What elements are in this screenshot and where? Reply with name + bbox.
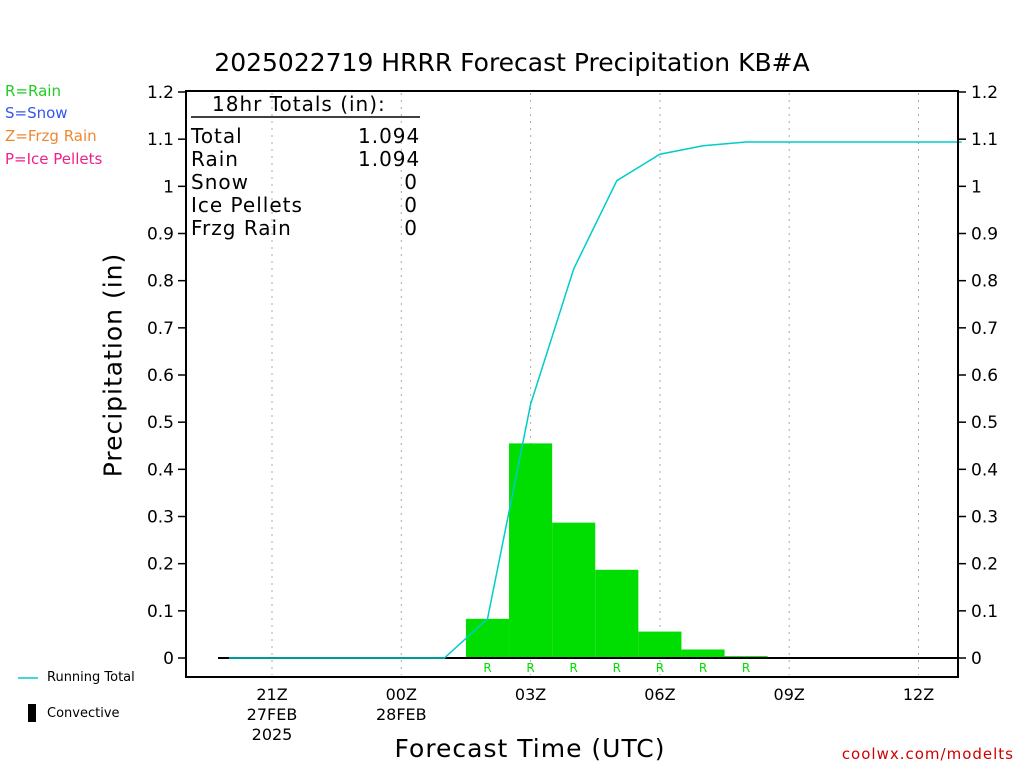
bar-type-label: R [570,661,578,675]
credit-link[interactable]: coolwx.com/modelts [841,745,1014,763]
bar-type-label: R [613,661,621,675]
totals-row-value: 0 [404,170,418,194]
totals-row-value: 0 [404,193,418,217]
legend-ice-pellets: P=Ice Pellets [5,150,103,168]
bar [595,569,639,658]
x-axis-label: Forecast Time (UTC) [394,734,666,763]
totals-row-label: Total [191,124,243,148]
x-tick-label: 00Z [386,685,417,704]
bar-type-label: R [656,661,664,675]
plot-border [185,90,959,678]
convective-swatch [28,704,36,722]
y-tick-label-right: 0.3 [971,508,998,528]
y-tick-label-right: 0.7 [971,319,998,339]
x-tick-label: 21Z [256,685,287,704]
y-tick-label-right: 0 [971,649,982,669]
x-tick-label: 12Z [903,685,934,704]
bar-type-label: R [699,661,707,675]
bar-type-label: R [526,661,534,675]
bar [638,631,682,658]
bar-type-label: R [742,661,750,675]
y-tick-label-right: 0.8 [971,272,998,292]
x-tick-year: 2025 [252,725,293,744]
y-tick-label-left: 0.7 [147,319,174,339]
y-tick-label-right: 0.1 [971,602,998,622]
legend-rain: R=Rain [5,82,61,100]
y-tick-label-left: 0.9 [147,225,174,245]
y-tick-label-right: 1.2 [971,83,998,103]
x-tick-label: 06Z [644,685,675,704]
totals-row-label: Ice Pellets [191,193,303,217]
legend-running-total: Running Total [47,670,135,685]
y-tick-label-left: 0.5 [147,413,174,433]
y-tick-label-left: 0.2 [147,555,174,575]
totals-row-label: Snow [191,170,249,194]
totals-row-value: 0 [404,216,418,240]
y-tick-label-right: 0.4 [971,460,998,480]
legend-convective: Convective [47,706,120,721]
x-tick-date: 28FEB [376,705,427,724]
running-total-line [228,141,962,659]
y-axis-label: Precipitation (in) [98,252,128,478]
y-tick-label-right: 0.2 [971,555,998,575]
x-tick-label: 03Z [515,685,546,704]
x-tick-date: 27FEB [247,705,298,724]
y-tick-label-right: 0.5 [971,413,998,433]
y-tick-label-left: 0.3 [147,508,174,528]
y-tick-label-right: 1.1 [971,130,998,150]
y-tick-label-right: 0.6 [971,366,998,386]
bar [552,522,596,658]
totals-row-value: 1.094 [358,147,421,171]
y-tick-label-right: 0.9 [971,225,998,245]
y-tick-label-left: 0.6 [147,366,174,386]
totals-row-label: Rain [191,147,239,171]
totals-row-value: 1.094 [358,124,421,148]
y-tick-label-left: 1.1 [147,130,174,150]
y-tick-label-left: 0.8 [147,272,174,292]
y-tick-label-right: 1 [971,177,982,197]
bar-type-label: R [483,661,491,675]
x-tick-label: 09Z [774,685,805,704]
y-tick-label-left: 1.2 [147,83,174,103]
legend-snow: S=Snow [5,104,68,122]
chart-title: 2025022719 HRRR Forecast Precipitation K… [214,48,810,77]
totals-title: 18hr Totals (in): [212,92,386,116]
bar [681,649,725,658]
y-tick-label-left: 0.4 [147,460,174,480]
legend-frzg-rain: Z=Frzg Rain [5,127,97,145]
y-tick-label-left: 0.1 [147,602,174,622]
y-tick-label-left: 0 [163,649,174,669]
y-tick-label-left: 1 [163,177,174,197]
bar [465,618,510,658]
totals-row-label: Frzg Rain [191,216,292,240]
